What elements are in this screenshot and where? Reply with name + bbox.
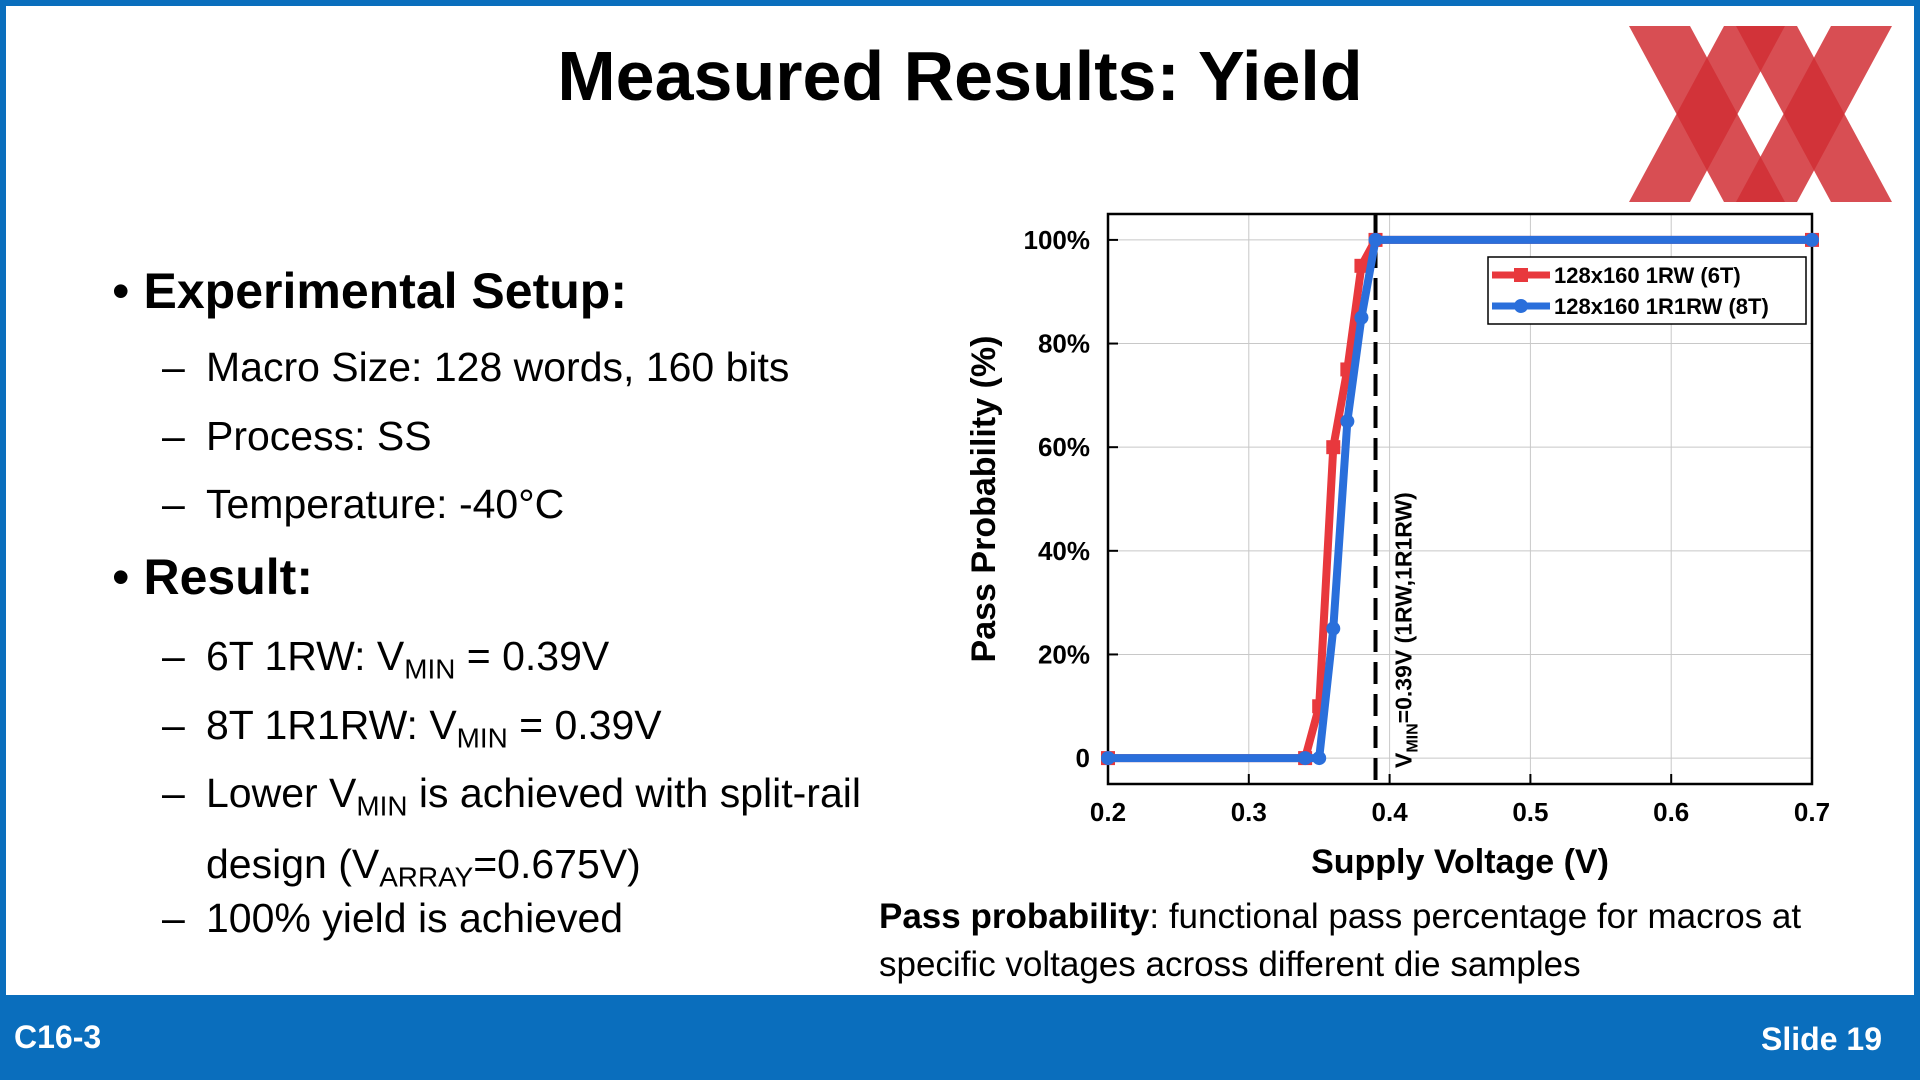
text: is achieved with split-rail design (V xyxy=(206,770,861,888)
slide-title: Measured Results: Yield xyxy=(557,37,1363,115)
marker xyxy=(1298,751,1313,766)
x-tick-label: 0.2 xyxy=(1090,797,1126,827)
x-tick-label: 0.6 xyxy=(1653,797,1689,827)
bullet: Lower VMIN is achieved with split-rail d… xyxy=(162,764,926,907)
marker xyxy=(1354,310,1369,325)
subscript: MIN xyxy=(456,722,508,754)
caption-text: : functional pass percentage for macros … xyxy=(879,897,1802,984)
bullet: Temperature: -40°C xyxy=(162,475,966,533)
heading: Experimental Setup: xyxy=(112,262,627,320)
heading: Result: xyxy=(112,548,313,606)
text: Macro Size: 128 words, 160 bits xyxy=(206,344,790,390)
y-tick-label: 40% xyxy=(1038,536,1090,566)
marker xyxy=(1101,751,1115,766)
y-tick-label: 80% xyxy=(1038,329,1090,359)
vmin-annotation: VMIN=0.39V (1RW,1R1RW) xyxy=(1391,492,1422,768)
y-tick-label: 20% xyxy=(1038,639,1090,669)
subscript: MIN xyxy=(356,790,408,822)
marker xyxy=(1805,232,1819,247)
caption-term: Pass probability xyxy=(879,897,1150,936)
y-axis-label: Pass Probability (%) xyxy=(965,336,1003,663)
logo xyxy=(1629,26,1892,202)
legend-marker xyxy=(1514,268,1528,282)
legend-marker xyxy=(1514,299,1528,313)
plot-frame xyxy=(1106,212,1814,786)
text: Temperature: -40°C xyxy=(206,481,565,527)
y-tick-label: 100% xyxy=(1024,225,1091,255)
text: = 0.39V xyxy=(455,633,610,679)
slide-number: Slide 19 xyxy=(1761,1021,1882,1057)
y-tick-label: 60% xyxy=(1038,432,1090,462)
marker xyxy=(1326,440,1341,455)
x-tick-label: 0.3 xyxy=(1231,797,1267,827)
session-id: C16-3 xyxy=(14,1019,102,1055)
bullet: 100% yield is achieved xyxy=(162,889,966,947)
subscript: MIN xyxy=(404,653,456,685)
y-tick-label: 0 xyxy=(1076,743,1090,773)
bullet: 8T 1R1RW: VMIN = 0.39V xyxy=(162,696,966,767)
bullet: Process: SS xyxy=(162,407,966,465)
x-tick-label: 0.7 xyxy=(1794,797,1830,827)
marker xyxy=(1354,258,1369,273)
marker xyxy=(1326,621,1341,636)
text: 6T 1RW: V xyxy=(206,633,405,679)
annotation-text: V xyxy=(1391,752,1417,768)
text: 8T 1R1RW: V xyxy=(206,702,457,748)
text: =0.675V) xyxy=(473,841,641,888)
text: = 0.39V xyxy=(507,702,662,748)
x-tick-label: 0.4 xyxy=(1372,797,1409,827)
marker xyxy=(1368,232,1383,247)
subscript: ARRAY xyxy=(379,861,474,893)
marker xyxy=(1312,751,1327,766)
text: 100% yield is achieved xyxy=(206,895,624,941)
bullet: 6T 1RW: VMIN = 0.39V xyxy=(162,627,966,698)
annotation-text: =0.39V (1RW,1R1RW) xyxy=(1391,492,1417,723)
legend-label: 128x160 1RW (6T) xyxy=(1554,263,1741,288)
legend-box xyxy=(1487,256,1807,325)
subscript: MIN xyxy=(1405,723,1422,752)
x-axis-label: Supply Voltage (V) xyxy=(1311,843,1609,881)
legend-label: 128x160 1R1RW (8T) xyxy=(1554,294,1769,319)
text: Lower V xyxy=(206,770,357,816)
footer: C16-3 Slide 19 xyxy=(0,995,1920,1080)
caption: Pass probability: functional pass percen… xyxy=(879,893,1899,989)
x-tick-label: 0.5 xyxy=(1512,797,1548,827)
marker xyxy=(1340,414,1355,429)
text: Process: SS xyxy=(206,413,432,459)
bullet: Macro Size: 128 words, 160 bits xyxy=(162,338,966,396)
